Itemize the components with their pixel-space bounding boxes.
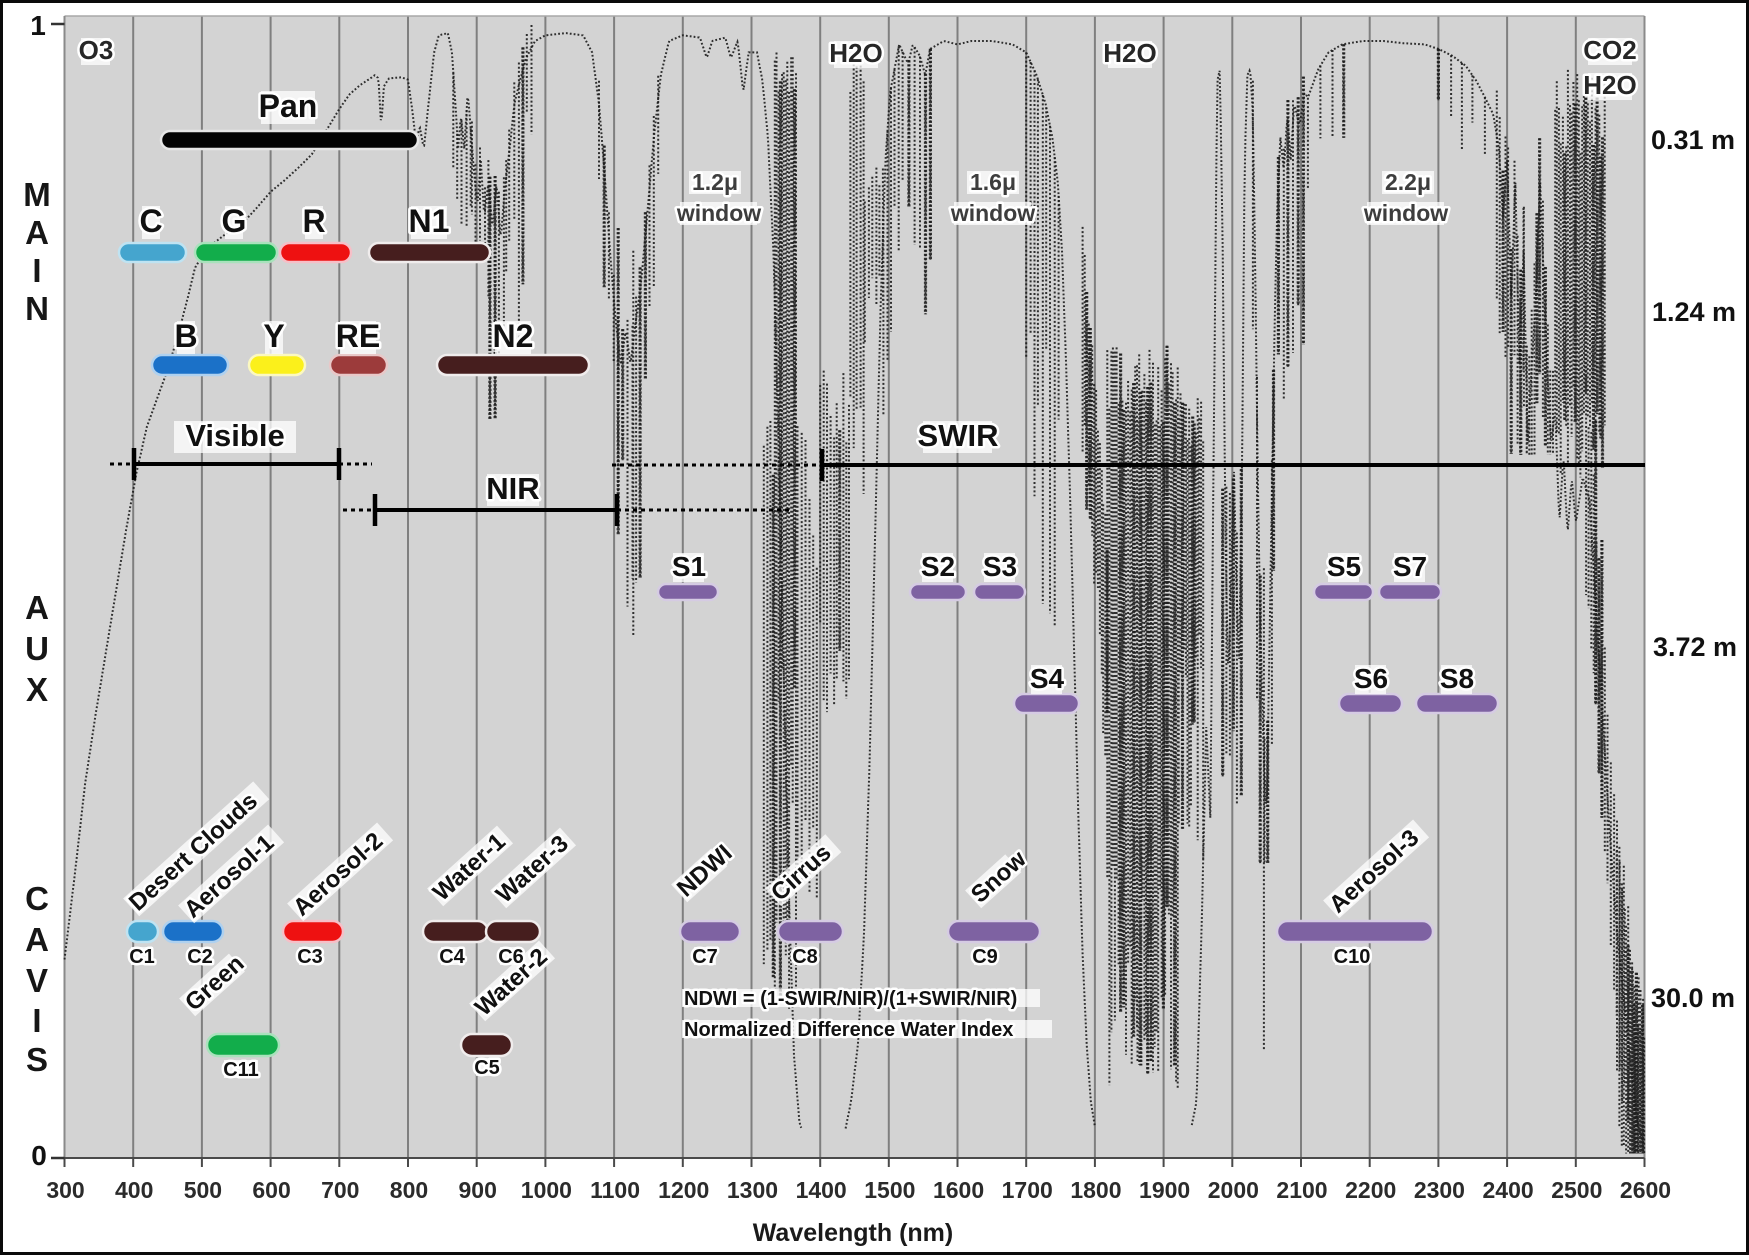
svg-text:C9: C9 [972, 946, 998, 968]
svg-text:N1: N1 [409, 203, 450, 239]
svg-text:C10: C10 [1334, 946, 1371, 968]
svg-text:500: 500 [184, 1177, 222, 1203]
svg-text:1400: 1400 [796, 1177, 847, 1203]
svg-text:C: C [139, 203, 162, 239]
svg-text:Y: Y [263, 318, 284, 354]
svg-text:H2O: H2O [829, 38, 882, 68]
svg-text:2000: 2000 [1208, 1177, 1259, 1203]
svg-text:1300: 1300 [727, 1177, 778, 1203]
svg-text:1200: 1200 [658, 1177, 709, 1203]
svg-text:H2O: H2O [1583, 70, 1636, 100]
svg-text:C5: C5 [474, 1057, 500, 1079]
svg-text:N2: N2 [493, 318, 534, 354]
svg-text:0: 0 [31, 1140, 47, 1171]
svg-text:2400: 2400 [1483, 1177, 1534, 1203]
svg-text:window: window [1363, 200, 1448, 226]
svg-text:C7: C7 [692, 946, 718, 968]
svg-text:A: A [25, 214, 49, 251]
svg-text:0.31 m: 0.31 m [1651, 125, 1735, 155]
svg-text:U: U [25, 630, 49, 667]
svg-text:1500: 1500 [864, 1177, 915, 1203]
svg-text:2600: 2600 [1620, 1177, 1671, 1203]
svg-text:Visible: Visible [185, 418, 284, 453]
svg-text:N: N [25, 290, 49, 327]
svg-text:1000: 1000 [521, 1177, 572, 1203]
svg-text:700: 700 [321, 1177, 359, 1203]
svg-text:R: R [302, 203, 325, 239]
svg-text:S1: S1 [672, 551, 706, 582]
svg-text:CO2: CO2 [1583, 35, 1636, 65]
svg-text:window: window [676, 200, 761, 226]
svg-text:H2O: H2O [1103, 38, 1156, 68]
svg-text:400: 400 [115, 1177, 153, 1203]
svg-text:G: G [222, 203, 247, 239]
svg-text:C: C [25, 880, 49, 917]
svg-text:B: B [174, 318, 197, 354]
svg-text:1.2μ: 1.2μ [692, 169, 738, 195]
svg-text:Normalized Difference Water In: Normalized Difference Water Index [684, 1019, 1013, 1041]
svg-text:1100: 1100 [590, 1177, 640, 1203]
svg-text:I: I [32, 252, 41, 289]
svg-text:C6: C6 [498, 946, 524, 968]
svg-text:1.6μ: 1.6μ [970, 169, 1016, 195]
svg-text:window: window [950, 200, 1035, 226]
svg-text:2300: 2300 [1414, 1177, 1465, 1203]
svg-text:S: S [26, 1041, 48, 1078]
svg-text:1: 1 [30, 10, 46, 41]
svg-text:S3: S3 [983, 551, 1017, 582]
svg-text:S2: S2 [921, 551, 955, 582]
svg-text:S7: S7 [1393, 551, 1427, 582]
svg-text:A: A [25, 921, 49, 958]
svg-text:1900: 1900 [1139, 1177, 1190, 1203]
svg-text:M: M [23, 176, 51, 213]
svg-text:I: I [32, 1002, 41, 1039]
svg-text:2500: 2500 [1551, 1177, 1602, 1203]
svg-text:S4: S4 [1030, 663, 1065, 694]
svg-text:3.72 m: 3.72 m [1653, 632, 1737, 662]
svg-text:NIR: NIR [486, 471, 539, 506]
svg-text:1800: 1800 [1070, 1177, 1121, 1203]
svg-text:30.0 m: 30.0 m [1651, 983, 1735, 1013]
svg-text:900: 900 [458, 1177, 496, 1203]
svg-text:800: 800 [390, 1177, 428, 1203]
svg-text:A: A [25, 589, 49, 626]
svg-text:C2: C2 [187, 946, 213, 968]
svg-text:C3: C3 [297, 946, 323, 968]
svg-text:2200: 2200 [1345, 1177, 1396, 1203]
svg-text:2.2μ: 2.2μ [1385, 169, 1431, 195]
svg-text:2100: 2100 [1276, 1177, 1327, 1203]
svg-text:C8: C8 [792, 946, 818, 968]
svg-text:RE: RE [336, 318, 380, 354]
svg-text:C4: C4 [439, 946, 465, 968]
svg-text:1600: 1600 [933, 1177, 984, 1203]
svg-text:C1: C1 [129, 946, 155, 968]
svg-text:600: 600 [252, 1177, 290, 1203]
svg-text:1.24 m: 1.24 m [1652, 297, 1736, 327]
svg-text:S5: S5 [1327, 551, 1361, 582]
svg-text:NDWI = (1-SWIR/NIR)/(1+SWIR/NI: NDWI = (1-SWIR/NIR)/(1+SWIR/NIR) [684, 988, 1017, 1010]
svg-text:SWIR: SWIR [918, 418, 999, 453]
svg-text:V: V [26, 962, 48, 999]
svg-text:S6: S6 [1354, 663, 1388, 694]
svg-text:C11: C11 [223, 1059, 259, 1081]
svg-text:Pan: Pan [259, 88, 318, 124]
svg-text:1700: 1700 [1002, 1177, 1053, 1203]
svg-text:X: X [26, 671, 48, 708]
svg-text:300: 300 [46, 1177, 84, 1203]
svg-text:O3: O3 [79, 35, 114, 65]
svg-text:S8: S8 [1440, 663, 1474, 694]
svg-text:Wavelength (nm): Wavelength (nm) [753, 1219, 953, 1247]
